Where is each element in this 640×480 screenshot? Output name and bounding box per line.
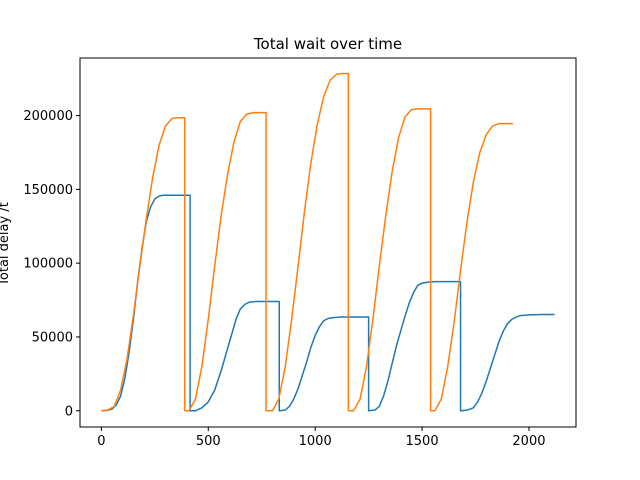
y-tick-label: 0: [65, 404, 73, 419]
y-axis-label: Total delay /t: [0, 202, 12, 287]
series-line-2: [101, 72, 513, 412]
y-tick-label: 150000: [23, 183, 73, 198]
series-line-1: [101, 194, 555, 412]
chart-title: Total wait over time: [253, 35, 402, 53]
x-tick-label: 1000: [299, 434, 332, 449]
x-tick-label: 500: [196, 434, 221, 449]
plot-frame: [79, 57, 577, 428]
x-tick-label: 0: [97, 434, 105, 449]
y-tick-label: 100000: [23, 257, 73, 272]
plot-area: [101, 72, 555, 412]
x-tick-label: 2000: [512, 434, 545, 449]
y-tick-label: 50000: [32, 330, 73, 345]
x-tick-label: 1500: [406, 434, 439, 449]
y-tick-label: 200000: [23, 109, 73, 124]
